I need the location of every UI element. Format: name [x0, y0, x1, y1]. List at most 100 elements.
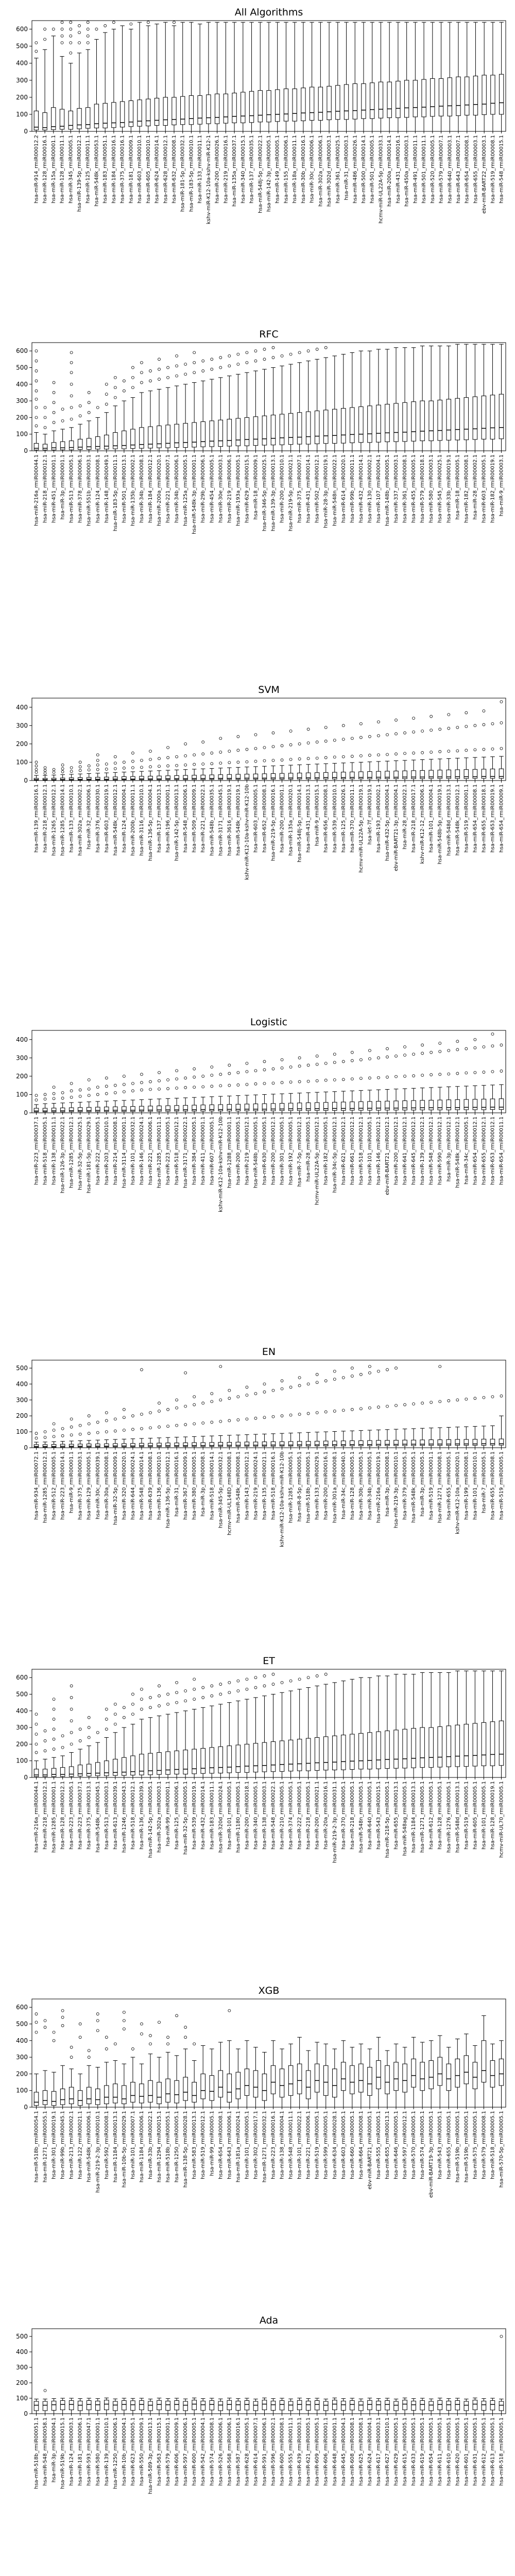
outlier-point: [403, 1074, 406, 1078]
box-12: [137, 22, 142, 132]
outlier-point: [70, 351, 73, 354]
x-tick-label: hsa-miR-550_rmiR00009.1: [139, 2417, 145, 2486]
x-tick-label: hsa-miR-1294_rmiR00015.1: [157, 2111, 162, 2182]
box-36: [350, 737, 355, 781]
box-iqr: [102, 103, 108, 128]
box-47: [446, 1049, 452, 1113]
x-tick-label: hsa-miR-579_rmiR00001.1: [165, 2417, 171, 2486]
y-tick-label: 400: [16, 1707, 28, 1715]
box-iqr: [314, 1102, 320, 1111]
x-tick-label: hsa-miR-542_rmiR00004.1: [200, 2417, 206, 2486]
box-iqr: [244, 2400, 250, 2411]
outlier-point: [350, 1059, 354, 1062]
box-iqr: [244, 1104, 250, 1111]
x-tick-label: hsa-miR-302d_rmiR00003.1: [327, 135, 332, 207]
box-iqr: [411, 2400, 416, 2411]
box-12: [139, 361, 144, 451]
box-37: [352, 22, 357, 132]
x-tick-label: hsa-miR-543_rmiR00015.1: [376, 1781, 382, 1850]
box-iqr: [262, 2073, 267, 2101]
box-iqr: [68, 2400, 74, 2410]
outlier-point: [350, 1050, 354, 1054]
outlier-point: [368, 1365, 371, 1368]
outlier-point: [333, 755, 336, 759]
y-tick-label: 100: [16, 2395, 28, 2402]
outlier-point: [149, 1088, 152, 1091]
box-12: [139, 1073, 144, 1113]
box-iqr: [139, 2400, 144, 2410]
x-tick-label: hsa-miR-606_rmiR00009.1: [174, 2417, 180, 2486]
x-tick-label: hsa-miR-526_rmiR00006.1: [218, 2417, 224, 2486]
box-3: [60, 2398, 65, 2414]
outlier-point: [87, 1716, 91, 1719]
outlier-point: [166, 1087, 169, 1090]
x-tick-label: hsa-miR-33b_rmiR00022.1: [148, 2111, 153, 2179]
box-iqr: [59, 109, 65, 130]
x-tick-label: hsa-miR-614_rmiR00020.1: [341, 454, 347, 523]
outlier-point: [245, 760, 249, 764]
box-iqr: [122, 1757, 127, 1776]
x-tick-label: hsa-miR-221_rmiR00022.1: [200, 784, 206, 853]
outlier-point: [175, 2014, 179, 2018]
outlier-point: [193, 1403, 196, 1406]
box-33: [323, 1062, 329, 1113]
box-47: [446, 2398, 452, 2414]
outlier-point: [35, 1436, 38, 1440]
outlier-point: [60, 34, 64, 38]
box-19: [200, 1401, 205, 1448]
box-9: [111, 21, 116, 132]
box-iqr: [68, 2087, 74, 2105]
box-9: [113, 1417, 118, 1448]
box-iqr: [148, 2080, 153, 2103]
x-tick-label: hsa-miR-193_rmiR00002.1: [376, 784, 382, 853]
plot-frame: [31, 342, 506, 451]
box-28: [279, 2398, 285, 2414]
box-52: [490, 1670, 495, 1778]
box-35: [341, 354, 346, 451]
box-iqr: [104, 1760, 109, 1776]
outlier-point: [43, 406, 47, 409]
box-4: [68, 2398, 74, 2414]
x-tick-label: hsa-miR-518_rmiR00012.1: [174, 1116, 180, 1185]
x-tick-label: hsa-miR-539_rmiR00010.1: [332, 784, 338, 853]
box-48: [447, 22, 452, 132]
box-iqr: [253, 1743, 259, 1773]
x-tick-label: hsa-miR-128_rmiR00005.1: [437, 1781, 443, 1850]
box-37: [358, 1372, 364, 1448]
outlier-point: [412, 1402, 416, 1405]
box-iqr: [95, 2088, 100, 2105]
x-tick-label: hsa-miR-15a_rmiR00001.1: [51, 135, 57, 204]
outlier-point: [228, 1072, 231, 1075]
box-11: [130, 1692, 135, 1778]
outlier-point: [465, 749, 468, 752]
outlier-point: [149, 369, 152, 372]
box-iqr: [95, 1107, 100, 1112]
box-iqr: [148, 1443, 153, 1447]
box-28: [279, 1058, 285, 1113]
x-tick-label: hsa-miR-623_rmiR00005.1: [130, 2417, 136, 2486]
box-52: [490, 2398, 495, 2414]
box-28: [279, 354, 285, 451]
y-tick-label: 100: [16, 1428, 28, 1435]
box-36: [344, 22, 349, 132]
outlier-point: [166, 376, 169, 379]
box-47: [438, 22, 444, 132]
x-tick-label: hsa-miR-32-5p_rmiR00005.1: [183, 1781, 188, 1855]
outlier-point: [219, 1084, 222, 1088]
x-tick-label: hsa-miR-219_rmiR00006.1: [227, 454, 232, 523]
box-iqr: [446, 1725, 452, 1767]
outlier-point: [96, 1431, 99, 1434]
outlier-point: [52, 1092, 56, 1095]
outlier-point: [131, 366, 134, 369]
box-1: [42, 406, 48, 451]
outlier-point: [368, 1371, 371, 1375]
outlier-point: [333, 1369, 336, 1373]
box-8: [104, 382, 109, 451]
box-49: [464, 1397, 469, 1448]
chart-title: SVM: [258, 684, 279, 696]
outlier-point: [236, 760, 240, 764]
outlier-point: [105, 382, 108, 386]
outlier-point: [105, 1411, 108, 1414]
box-iqr: [235, 1744, 241, 1773]
outlier-point: [52, 381, 56, 384]
